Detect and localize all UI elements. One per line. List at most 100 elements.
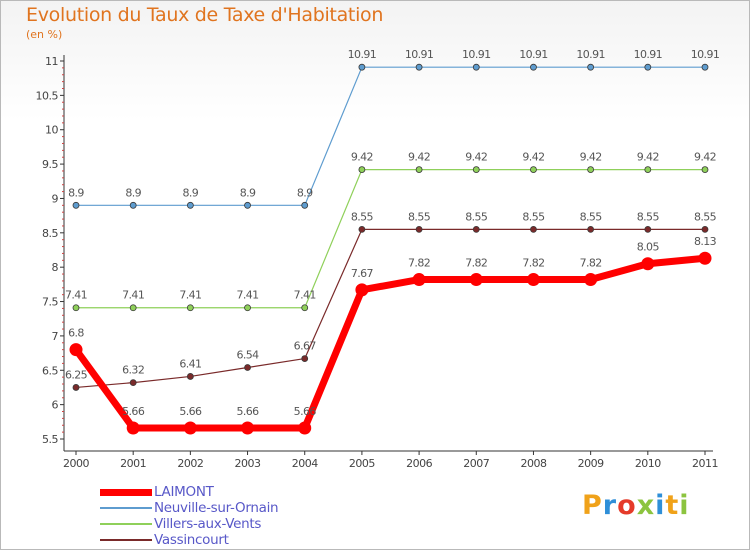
data-point: [241, 421, 255, 435]
data-label: 9.42: [465, 151, 487, 164]
y-tick-label: 9: [52, 192, 59, 205]
data-point: [644, 166, 652, 173]
legend-label: Villers-aux-Vents: [154, 516, 262, 532]
data-label: 10.91: [634, 48, 663, 61]
data-point: [301, 304, 309, 312]
x-tick-label: 2002: [177, 457, 203, 470]
data-point: [415, 166, 423, 173]
data-label: 8.9: [68, 186, 84, 199]
data-label: 8.55: [465, 210, 488, 223]
data-label: 9.42: [637, 151, 659, 164]
logo-letter: o: [617, 490, 637, 521]
y-tick-label: 10.5: [36, 89, 59, 102]
data-point: [698, 251, 712, 265]
data-label: 6.67: [294, 340, 317, 353]
legend-swatch: [100, 488, 152, 496]
data-point: [301, 355, 309, 362]
chart-subtitle: (en %): [26, 28, 63, 41]
data-point: [415, 225, 423, 233]
legend-item: LAIMONT: [100, 484, 278, 500]
data-point: [355, 283, 369, 297]
y-tick-label: 7: [52, 330, 59, 343]
data-point: [472, 166, 480, 173]
data-point: [72, 304, 80, 312]
data-label: 7.82: [522, 257, 544, 270]
x-tick-label: 2008: [520, 457, 546, 470]
data-point: [69, 343, 83, 357]
data-label: 8.55: [694, 210, 717, 223]
data-label: 9.42: [351, 151, 373, 164]
logo-letter: t: [665, 490, 680, 521]
data-label: 10.91: [576, 48, 605, 61]
data-point: [469, 273, 483, 287]
data-point: [587, 166, 595, 173]
x-tick-label: 2005: [349, 457, 375, 470]
data-label: 7.41: [294, 289, 316, 302]
data-label: 6.25: [65, 368, 88, 381]
data-label: 8.55: [408, 210, 431, 223]
data-label: 8.9: [240, 186, 256, 199]
data-point: [587, 225, 595, 233]
data-label: 6.41: [179, 357, 201, 370]
data-point: [186, 201, 194, 209]
legend-item: Neuville-sur-Ornain: [100, 500, 279, 516]
data-point: [415, 63, 423, 71]
series-line-villers-aux-vents: [75, 168, 706, 309]
data-label: 6.32: [122, 364, 144, 377]
data-point: [301, 201, 309, 209]
data-label: 10.91: [519, 48, 548, 61]
data-label: 5.66: [122, 405, 145, 418]
data-point: [358, 166, 366, 173]
data-label: 9.42: [408, 151, 430, 164]
data-label: 10.91: [691, 48, 720, 61]
data-label: 9.42: [522, 151, 544, 164]
series-line-laimont: [72, 254, 709, 432]
logo-letter: i: [655, 490, 666, 521]
legend-swatch: [100, 507, 152, 509]
legend-swatch: [100, 523, 152, 525]
data-point: [244, 201, 251, 209]
y-tick-label: 8.5: [42, 227, 58, 240]
data-label: 8.9: [183, 186, 199, 199]
data-label: 10.91: [462, 48, 491, 61]
y-tick-label: 5.5: [42, 433, 58, 446]
series-line-vassincourt: [75, 228, 706, 389]
legend-item: Vassincourt: [100, 532, 278, 548]
data-point: [126, 421, 140, 435]
data-label: 7.41: [65, 289, 87, 302]
data-point: [472, 63, 480, 71]
data-point: [412, 273, 426, 287]
data-point: [641, 257, 655, 271]
data-point: [701, 225, 709, 233]
data-point: [129, 379, 137, 387]
data-point: [358, 225, 366, 233]
data-point: [186, 304, 194, 312]
data-label: 7.67: [351, 267, 374, 280]
logo-letter: x: [636, 490, 656, 521]
legend-label: Neuville-sur-Ornain: [154, 500, 279, 516]
logo-letter: r: [602, 490, 618, 521]
data-point: [644, 63, 652, 71]
data-label: 8.13: [694, 235, 717, 248]
y-tick-label: 10: [45, 124, 58, 137]
data-point: [129, 201, 137, 209]
data-point: [298, 421, 312, 435]
x-tick-label: 2007: [463, 457, 489, 470]
data-label: 5.66: [236, 405, 259, 418]
data-point: [244, 304, 251, 312]
logo-letter: i: [679, 490, 690, 521]
data-label: 6.8: [68, 327, 84, 340]
data-point: [584, 273, 598, 287]
x-tick-label: 2001: [120, 457, 146, 470]
x-tick-label: 2011: [692, 457, 718, 470]
y-tick-label: 6.5: [42, 364, 58, 377]
data-label: 6.54: [236, 349, 259, 362]
data-label: 7.82: [580, 257, 602, 270]
data-label: 7.41: [236, 289, 258, 302]
y-tick-label: 9.5: [42, 158, 58, 171]
data-label: 5.66: [294, 405, 317, 418]
data-label: 7.41: [179, 289, 201, 302]
data-label: 8.05: [637, 241, 660, 254]
y-tick-label: 6: [52, 399, 59, 412]
